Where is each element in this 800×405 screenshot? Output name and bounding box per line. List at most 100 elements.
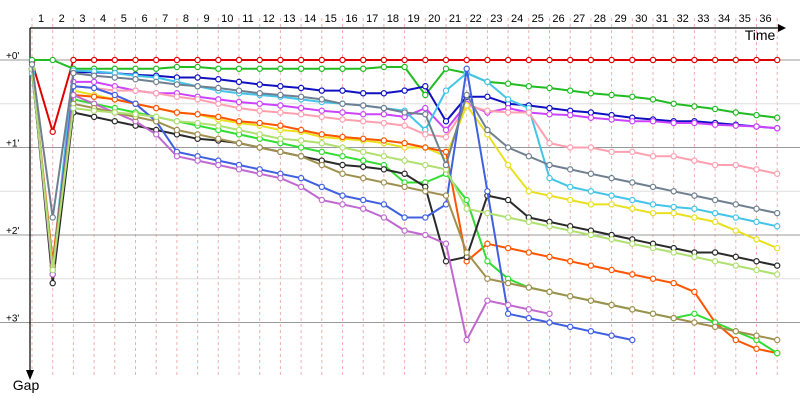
series-point-15 [70, 69, 77, 77]
series-point-8 [194, 111, 201, 118]
series-point-15 [277, 91, 284, 99]
series-point-3 [546, 104, 553, 112]
series-point-14 [70, 104, 77, 112]
series-point-13 [360, 174, 367, 182]
series-point-4 [318, 107, 325, 114]
series-point-15 [401, 109, 408, 116]
series-point-3 [360, 90, 367, 97]
series-point-11 [380, 201, 388, 208]
series-point-8 [691, 288, 698, 296]
series-point-13 [608, 301, 615, 309]
series-point-13 [753, 332, 760, 339]
x-tick-label: 19 [407, 13, 419, 25]
series-point-4 [691, 119, 698, 127]
series-point-15 [753, 205, 760, 212]
series-point-2 [173, 63, 181, 71]
series-point-4 [629, 118, 636, 125]
series-point-14 [173, 118, 181, 125]
series-point-2 [774, 114, 781, 121]
x-tick-label: 33 [697, 13, 709, 25]
series-point-2 [132, 65, 139, 72]
series-point-1 [442, 56, 450, 64]
series-point-8 [546, 253, 553, 261]
series-point-14 [111, 109, 119, 116]
series-point-13 [732, 328, 740, 335]
series-point-4 [774, 125, 781, 132]
series-point-2 [339, 65, 346, 72]
series-point-13 [297, 153, 305, 160]
y-tick-label: +1' [6, 139, 19, 150]
series-point-7 [711, 218, 719, 226]
series-point-8 [318, 131, 325, 138]
series-point-11 [587, 328, 595, 335]
series-point-12 [380, 214, 388, 221]
series-point-15 [608, 174, 615, 182]
x-tick-label: 36 [759, 13, 771, 25]
series-point-7 [753, 236, 760, 243]
series-point-14 [360, 148, 367, 156]
series-point-8 [360, 135, 367, 142]
series-point-3 [339, 87, 346, 94]
series-point-15 [670, 188, 677, 195]
series-point-4 [649, 118, 657, 125]
series-point-3 [215, 76, 222, 83]
series-point-6 [235, 104, 243, 112]
series-point-5 [670, 203, 677, 211]
series-point-2 [670, 100, 677, 107]
series-point-3 [401, 87, 408, 94]
series-point-13 [422, 188, 429, 195]
series-point-15 [546, 161, 553, 169]
x-tick-label: 24 [511, 13, 523, 25]
x-tick-label: 29 [614, 13, 626, 25]
y-axis-arrow [26, 370, 34, 380]
series-point-10 [111, 118, 119, 125]
series-point-2 [525, 83, 533, 90]
series-point-1 [774, 56, 781, 64]
series-point-15 [774, 209, 781, 217]
x-tick-label: 14 [304, 13, 316, 25]
series-point-12 [484, 297, 491, 304]
series-point-7 [587, 201, 595, 208]
series-point-1 [132, 56, 139, 64]
series-point-11 [401, 214, 408, 221]
x-tick-label: 6 [141, 13, 147, 25]
series-point-10 [380, 166, 388, 173]
series-point-15 [90, 72, 98, 79]
series-point-8 [732, 336, 740, 344]
series-point-13 [587, 297, 595, 304]
series-point-14 [235, 126, 243, 134]
series-point-8 [380, 137, 388, 144]
series-point-8 [670, 279, 677, 287]
series-point-13 [401, 183, 408, 191]
series-point-1 [339, 56, 346, 64]
series-point-7 [774, 244, 781, 252]
x-tick-label: 32 [677, 13, 689, 25]
series-point-14 [732, 262, 740, 269]
series-point-9 [484, 258, 491, 265]
series-point-15 [297, 93, 305, 100]
series-point-13 [670, 314, 677, 322]
series-point-14 [670, 249, 677, 256]
series-point-11 [318, 183, 325, 191]
series-point-14 [504, 214, 512, 221]
series-point-14 [339, 144, 346, 151]
series-point-15 [711, 196, 719, 204]
series-point-11 [504, 310, 512, 317]
series-point-13 [173, 126, 181, 134]
series-point-1 [70, 56, 77, 64]
series-point-15 [649, 183, 657, 191]
series-point-10 [504, 196, 512, 204]
series-point-8 [235, 118, 243, 125]
series-point-6 [546, 139, 553, 147]
series-point-14 [587, 231, 595, 239]
series-point-14 [753, 266, 760, 274]
x-tick-label: 22 [470, 13, 482, 25]
series-point-4 [753, 123, 760, 130]
series-point-15 [525, 153, 533, 160]
series-point-4 [360, 111, 367, 118]
series-point-6 [297, 111, 305, 118]
series-point-6 [215, 100, 222, 107]
series-point-7 [608, 201, 615, 208]
series-point-6 [132, 87, 139, 94]
y-axis-title: Gap [13, 377, 40, 393]
